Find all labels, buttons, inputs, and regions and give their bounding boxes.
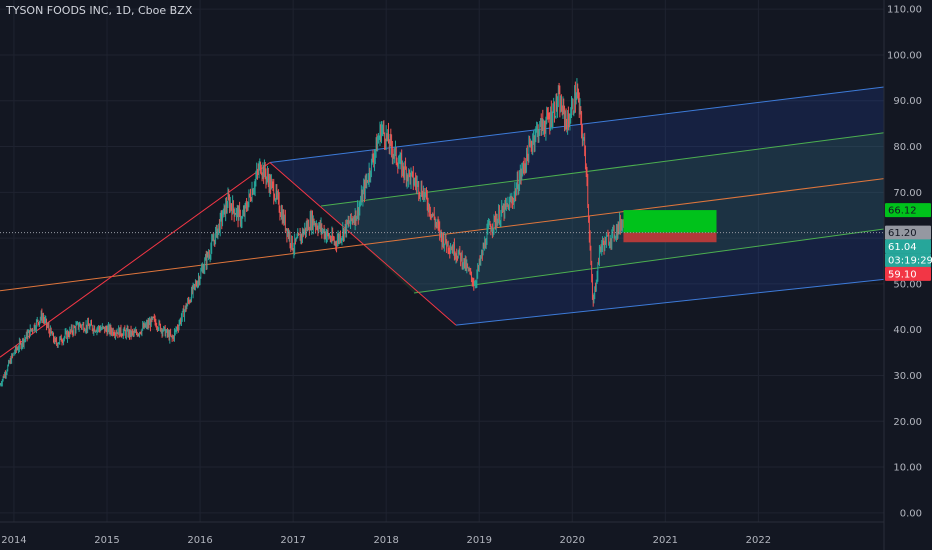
price-tag-label: 59.10 <box>888 269 917 280</box>
price-tag-label: 61.04 <box>888 242 917 253</box>
x-tick-label: 2014 <box>1 535 26 546</box>
chart-title: TYSON FOODS INC, 1D, Cboe BZX <box>6 4 193 17</box>
price-tag-label: 66.12 <box>888 206 917 217</box>
y-tick-label: 10.00 <box>893 463 922 474</box>
target-zone <box>623 210 717 233</box>
price-tag-box <box>885 203 931 218</box>
price-series <box>0 78 628 387</box>
x-tick-label: 2022 <box>746 535 771 546</box>
y-tick-label: 70.00 <box>893 188 922 199</box>
y-tick-label: 50.00 <box>893 279 922 290</box>
price-tag-box <box>885 266 931 281</box>
drawing-lines <box>0 86 885 358</box>
x-tick-label: 2021 <box>653 535 678 546</box>
time-axis[interactable]: 2014 2015 2016 2017 2018 2019 2020 2021 2022 <box>0 521 884 546</box>
channel-outer-fill <box>269 87 884 326</box>
y-tick-label: 40.00 <box>893 325 922 336</box>
y-tick-label: 110.00 <box>887 5 922 16</box>
price-tag-label: 61.20 <box>888 228 917 239</box>
x-tick-label: 2019 <box>466 535 491 546</box>
x-tick-label: 2017 <box>280 535 305 546</box>
channel-upper-mid-line <box>320 132 885 207</box>
price-tags: 66.12 61.20 61.04 03:19:29 59.10 <box>885 203 932 281</box>
x-tick-label: 2020 <box>560 535 585 546</box>
y-tick-label: 80.00 <box>893 142 922 153</box>
price-tag-box <box>885 225 931 240</box>
price-tag-box <box>885 253 931 268</box>
trendline <box>269 162 457 326</box>
price-tag-box <box>885 239 931 254</box>
price-tag-label: 03:19:29 <box>888 256 932 267</box>
y-tick-label: 90.00 <box>893 96 922 107</box>
x-tick-label: 2016 <box>187 535 212 546</box>
trendline <box>0 162 271 358</box>
channel-lower-mid-line <box>414 228 885 294</box>
y-tick-label: 20.00 <box>893 417 922 428</box>
stop-zone <box>623 232 717 243</box>
x-tick-label: 2018 <box>373 535 398 546</box>
channel-lower-line <box>455 278 885 326</box>
long-position-tool[interactable] <box>0 210 884 243</box>
x-tick-label: 2015 <box>94 535 119 546</box>
channel-upper-line <box>269 86 885 164</box>
y-tick-label: 30.00 <box>893 371 922 382</box>
y-tick-label: 0.00 <box>900 508 922 519</box>
y-tick-label: 100.00 <box>887 50 922 61</box>
